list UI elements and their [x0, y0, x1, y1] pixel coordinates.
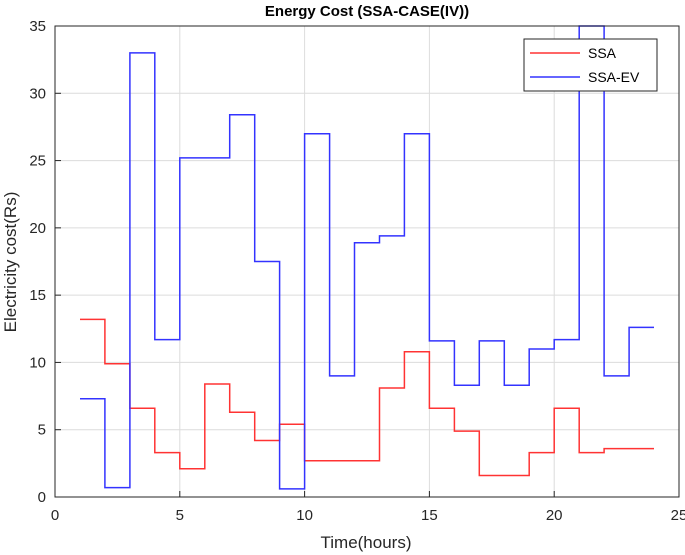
legend-box: [523, 38, 658, 92]
y-axis-label: Electricity cost(Rs): [1, 192, 20, 333]
y-tick-label: 25: [29, 153, 46, 170]
x-tick-label: 5: [176, 507, 184, 524]
series-line-ssa-ev: [80, 25, 654, 490]
y-tick-label: 35: [29, 18, 46, 35]
x-axis-label: Time(hours): [321, 533, 412, 552]
y-tick-label: 5: [38, 422, 46, 439]
y-tick-label: 0: [38, 489, 46, 506]
y-axis-ticks: 0 5 10 15 20 25 30 35: [29, 18, 61, 506]
x-tick-label: 10: [296, 507, 313, 524]
y-tick-label: 20: [29, 220, 46, 237]
x-tick-label: 15: [421, 507, 438, 524]
x-tick-label: 0: [51, 507, 59, 524]
plot-frame: [54, 25, 680, 498]
x-tick-label: 25: [671, 507, 685, 524]
x-tick-label: 20: [546, 507, 563, 524]
series-line-ssa: [80, 318, 654, 477]
y-tick-label: 15: [29, 287, 46, 304]
y-tick-label: 10: [29, 354, 46, 371]
chart-title: Energy Cost (SSA-CASE(IV)): [265, 3, 469, 20]
legend-label-ssa: SSA: [588, 45, 617, 61]
x-axis-ticks: 0 5 10 15 20 25: [51, 491, 685, 524]
legend: SSA SSA-EV: [523, 38, 658, 92]
y-tick-label: 30: [29, 85, 46, 102]
grid-lines: [55, 26, 679, 497]
series-layer: [80, 25, 654, 490]
legend-label-ssa-ev: SSA-EV: [588, 69, 640, 85]
